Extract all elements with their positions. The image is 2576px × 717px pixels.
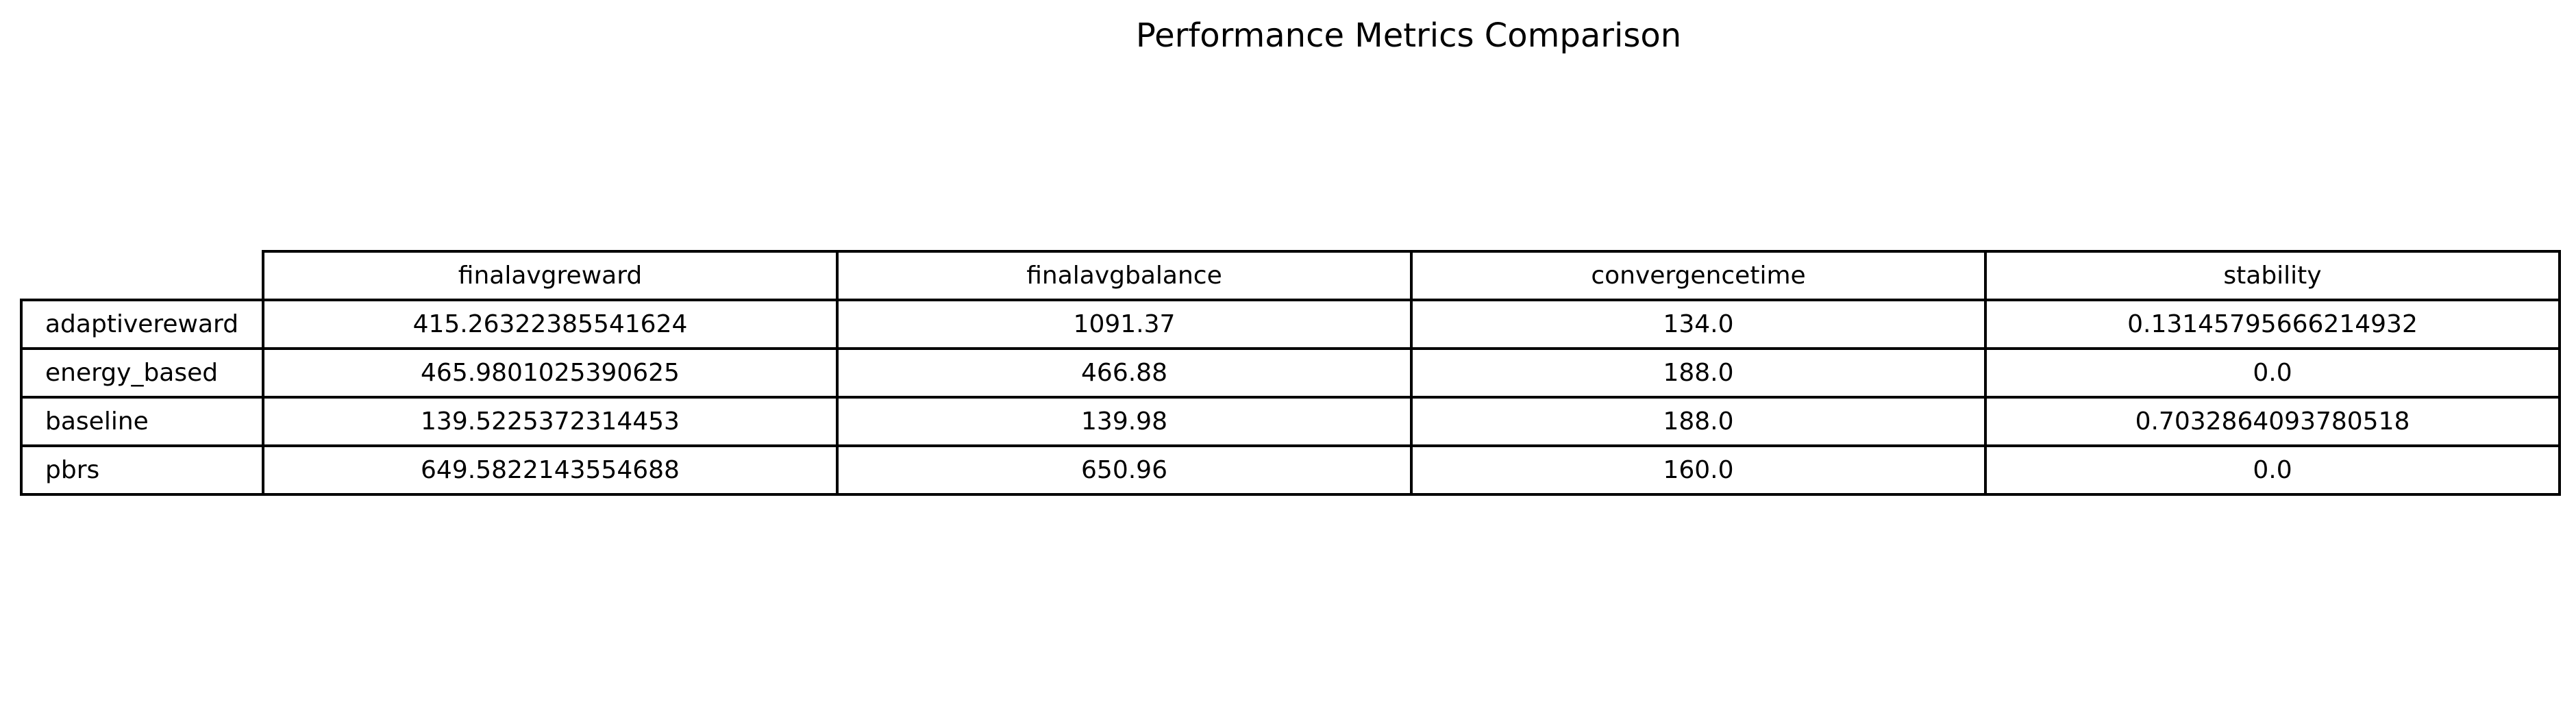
table-cell: 0.7032864093780518 bbox=[1984, 396, 2561, 447]
row-label: baseline bbox=[20, 396, 264, 447]
column-header: convergencetime bbox=[1410, 250, 1987, 301]
table-cell: 188.0 bbox=[1410, 347, 1987, 399]
table-row: adaptivereward 415.26322385541624 1091.3… bbox=[20, 299, 2561, 350]
header-row: finalavgreward finalavgbalance convergen… bbox=[21, 250, 2561, 301]
table-cell: 465.9801025390625 bbox=[262, 347, 839, 399]
table-cell: 466.88 bbox=[836, 347, 1413, 399]
table-cell: 139.98 bbox=[836, 396, 1413, 447]
table-cell: 649.5822143554688 bbox=[262, 444, 839, 496]
chart-title: Performance Metrics Comparison bbox=[1135, 16, 1682, 55]
table-cell: 0.0 bbox=[1984, 347, 2561, 399]
row-label: adaptivereward bbox=[20, 299, 264, 350]
corner-cell bbox=[21, 251, 264, 301]
column-header: finalavgreward bbox=[262, 250, 839, 301]
row-label: pbrs bbox=[20, 444, 264, 496]
table-cell: 1091.37 bbox=[836, 299, 1413, 350]
table-cell: 415.26322385541624 bbox=[262, 299, 839, 350]
table-cell: 0.0 bbox=[1984, 444, 2561, 496]
column-header: stability bbox=[1984, 250, 2561, 301]
metrics-table-container: finalavgreward finalavgbalance convergen… bbox=[20, 250, 2561, 496]
table-cell: 160.0 bbox=[1410, 444, 1987, 496]
table-row: pbrs 649.5822143554688 650.96 160.0 0.0 bbox=[20, 444, 2561, 496]
table-row: baseline 139.5225372314453 139.98 188.0 … bbox=[20, 396, 2561, 447]
metrics-table: finalavgreward finalavgbalance convergen… bbox=[20, 250, 2561, 496]
column-header: finalavgbalance bbox=[836, 250, 1413, 301]
row-label: energy_based bbox=[20, 347, 264, 399]
table-cell: 650.96 bbox=[836, 444, 1413, 496]
table-cell: 188.0 bbox=[1410, 396, 1987, 447]
table-cell: 0.13145795666214932 bbox=[1984, 299, 2561, 350]
table-cell: 134.0 bbox=[1410, 299, 1987, 350]
table-cell: 139.5225372314453 bbox=[262, 396, 839, 447]
table-row: energy_based 465.9801025390625 466.88 18… bbox=[20, 347, 2561, 399]
